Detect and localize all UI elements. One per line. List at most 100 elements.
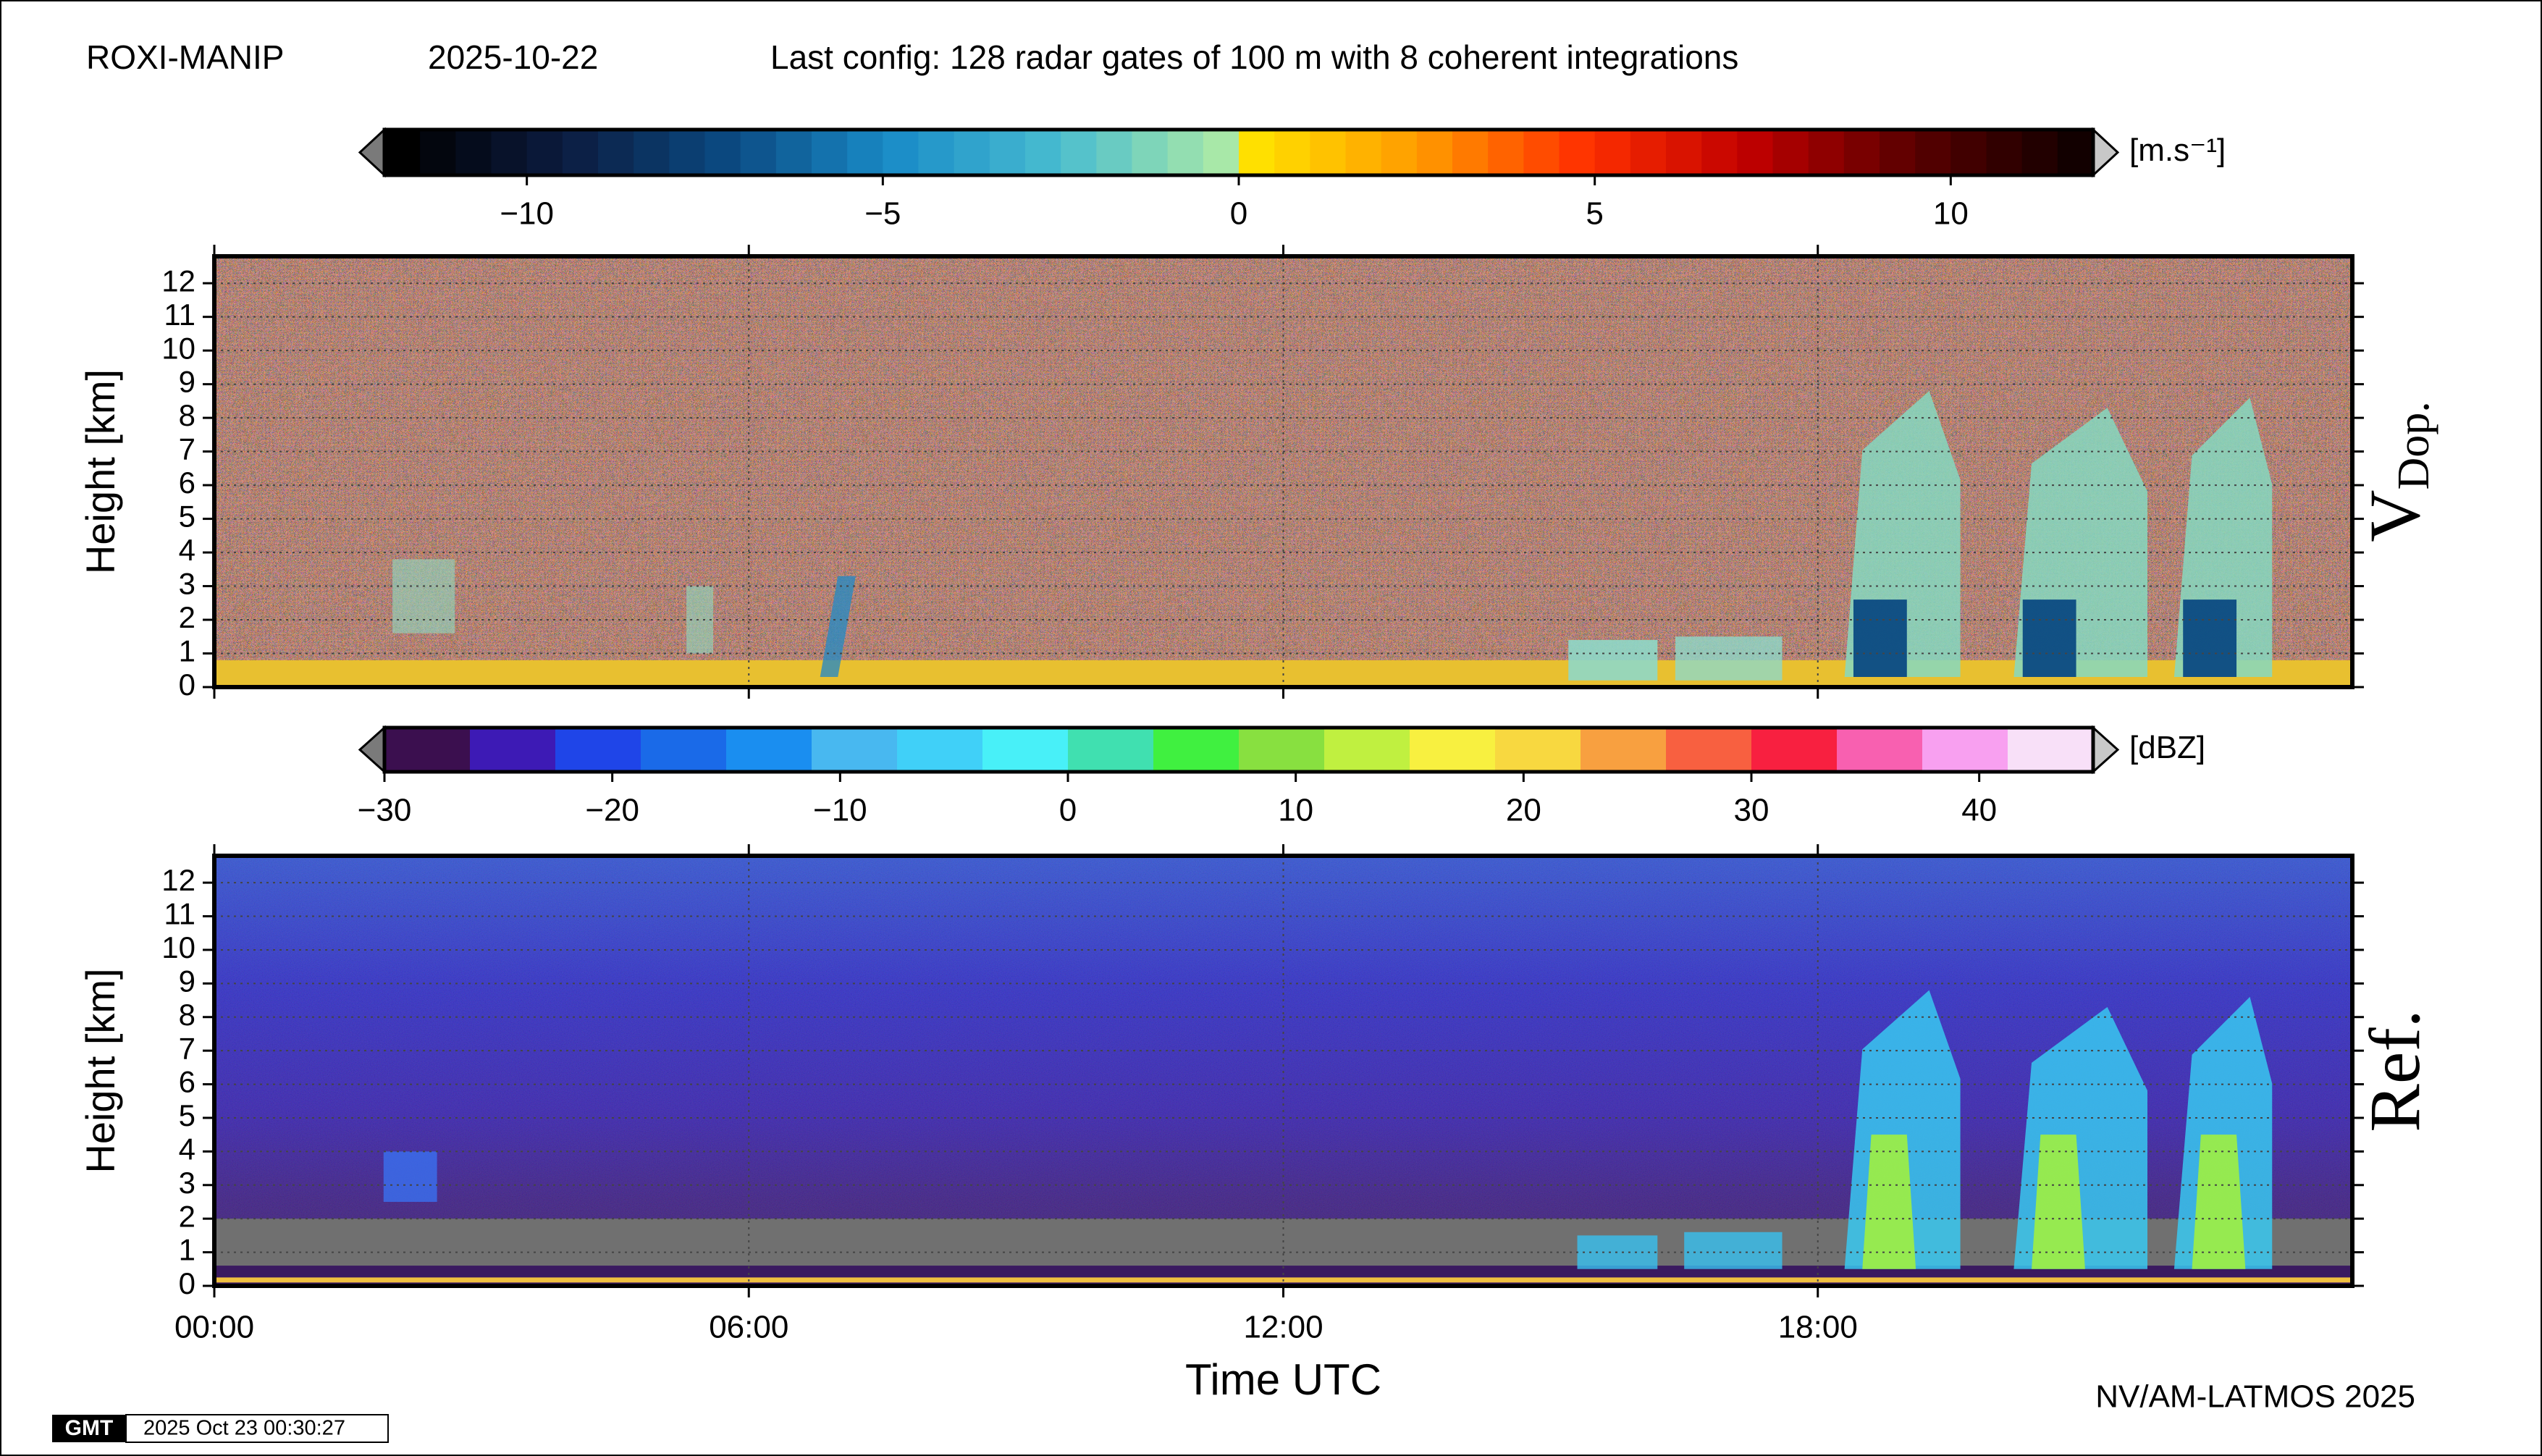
colorbar-tick-label: 40: [1961, 793, 1997, 828]
colorbar-segment: [1310, 130, 1347, 175]
echo-core: [2032, 1135, 2085, 1269]
y-tick-label: 11: [164, 298, 195, 332]
colorbar-segment: [1025, 130, 1061, 175]
colorbar-segment: [1737, 130, 1774, 175]
panel-frame: [212, 854, 2354, 1288]
panel-label-main: Ref.: [2354, 1009, 2435, 1132]
panel-frame: [212, 254, 2354, 689]
echo: [1675, 636, 1783, 681]
colorbar-segment: [669, 130, 706, 175]
logo-box: [52, 1415, 126, 1442]
y-tick-label: 0: [179, 668, 195, 702]
colorbar-segment: [1772, 130, 1809, 175]
y-tick-label: 0: [179, 1266, 195, 1300]
colorbar-segment: [1986, 130, 2023, 175]
colorbar-segment: [812, 728, 898, 772]
colorbar-segment: [1488, 130, 1525, 175]
colorbar-segment: [384, 130, 421, 175]
y-tick-label: 1: [179, 1233, 195, 1267]
date: 2025-10-22: [428, 38, 598, 76]
colorbar-segment: [562, 130, 599, 175]
colorbar-tick-label: 5: [1586, 196, 1603, 232]
colorbar-segment: [2008, 728, 2094, 772]
y-tick-label: 5: [179, 500, 195, 534]
echo: [392, 559, 455, 634]
colorbar-tick-label: 0: [1059, 793, 1077, 828]
colorbar-frame: [382, 725, 2095, 774]
echo-core: [1853, 599, 1907, 678]
y-tick-label: 8: [179, 398, 195, 432]
colorbar-segment: [420, 130, 457, 175]
colorbar-segment: [491, 130, 528, 175]
panel-label-main: V: [2354, 490, 2435, 542]
echo-core: [2022, 599, 2076, 678]
colorbar-segment: [1239, 130, 1275, 175]
colorbar-extend-high: [2092, 127, 2120, 178]
colorbar-segment: [2057, 130, 2094, 175]
colorbar-segment: [1203, 130, 1240, 175]
timestamp-box: [125, 1414, 389, 1443]
colorbar-segment: [1880, 130, 1916, 175]
colorbar-extend-low: [358, 127, 386, 178]
colorbar-segment: [1915, 130, 1952, 175]
colorbar-segment: [1239, 728, 1325, 772]
colorbar-tick-label: 20: [1506, 793, 1541, 828]
y-tick-label: 12: [161, 264, 195, 298]
logo: GMT: [65, 1416, 114, 1440]
colorbar-segment: [526, 130, 563, 175]
colorbar-segment: [470, 728, 556, 772]
y-tick-label: 6: [179, 1065, 195, 1099]
colorbar-segment: [641, 728, 727, 772]
colorbar-segment: [1416, 130, 1453, 175]
panel-label-sub: Dop.: [2389, 401, 2438, 489]
echo-core: [2183, 599, 2237, 678]
echo: [820, 576, 856, 678]
colorbar-segment: [555, 728, 641, 772]
colorbar-segment: [1153, 728, 1240, 772]
colorbar-segment: [726, 728, 812, 772]
echo: [383, 1151, 437, 1202]
colorbar-segment: [634, 130, 670, 175]
y-tick-label: 7: [179, 1031, 195, 1065]
colorbar-segment: [1324, 728, 1410, 772]
colorbar-extend-low: [358, 725, 386, 775]
colorbar-segment: [1410, 728, 1496, 772]
colorbar-segment: [1630, 130, 1667, 175]
colorbar-tick-label: 10: [1278, 793, 1313, 828]
colorbar-segment: [740, 130, 777, 175]
colorbar-segment: [1523, 130, 1560, 175]
colorbar-unit: [dBZ]: [2129, 730, 2205, 765]
colorbar-segment: [982, 728, 1069, 772]
colorbar-tick-label: −5: [864, 196, 901, 232]
colorbar-segment: [1167, 130, 1204, 175]
colorbar-segment: [1751, 728, 1838, 772]
colorbar-segment: [883, 130, 919, 175]
colorbar-segment: [704, 130, 741, 175]
colorbar-segment: [1068, 728, 1154, 772]
echo: [1568, 639, 1658, 681]
echo-core: [2192, 1135, 2246, 1269]
colorbar-tick-label: −30: [358, 793, 412, 828]
colorbar-segment: [1096, 130, 1133, 175]
y-axis-label: Height [km]: [77, 369, 123, 574]
echo-core: [1862, 1135, 1916, 1269]
x-axis-label: Time UTC: [1185, 1355, 1381, 1404]
colorbar-segment: [1381, 130, 1418, 175]
colorbar-tick-label: 30: [1734, 793, 1769, 828]
colorbar-segment: [1843, 130, 1880, 175]
panel-label: VDop.: [2354, 401, 2438, 542]
y-tick-label: 4: [179, 1132, 195, 1166]
echo: [1684, 1232, 1783, 1269]
colorbar-segment: [1345, 130, 1382, 175]
colorbar-segment: [598, 130, 634, 175]
y-tick-label: 5: [179, 1098, 195, 1132]
colorbar-segment: [1808, 130, 1845, 175]
colorbar-segment: [1666, 130, 1702, 175]
y-tick-label: 11: [164, 897, 195, 931]
colorbar-segment: [2021, 130, 2058, 175]
x-tick-label: 12:00: [1243, 1310, 1323, 1345]
y-tick-label: 6: [179, 466, 195, 500]
y-tick-label: 2: [179, 1199, 195, 1233]
